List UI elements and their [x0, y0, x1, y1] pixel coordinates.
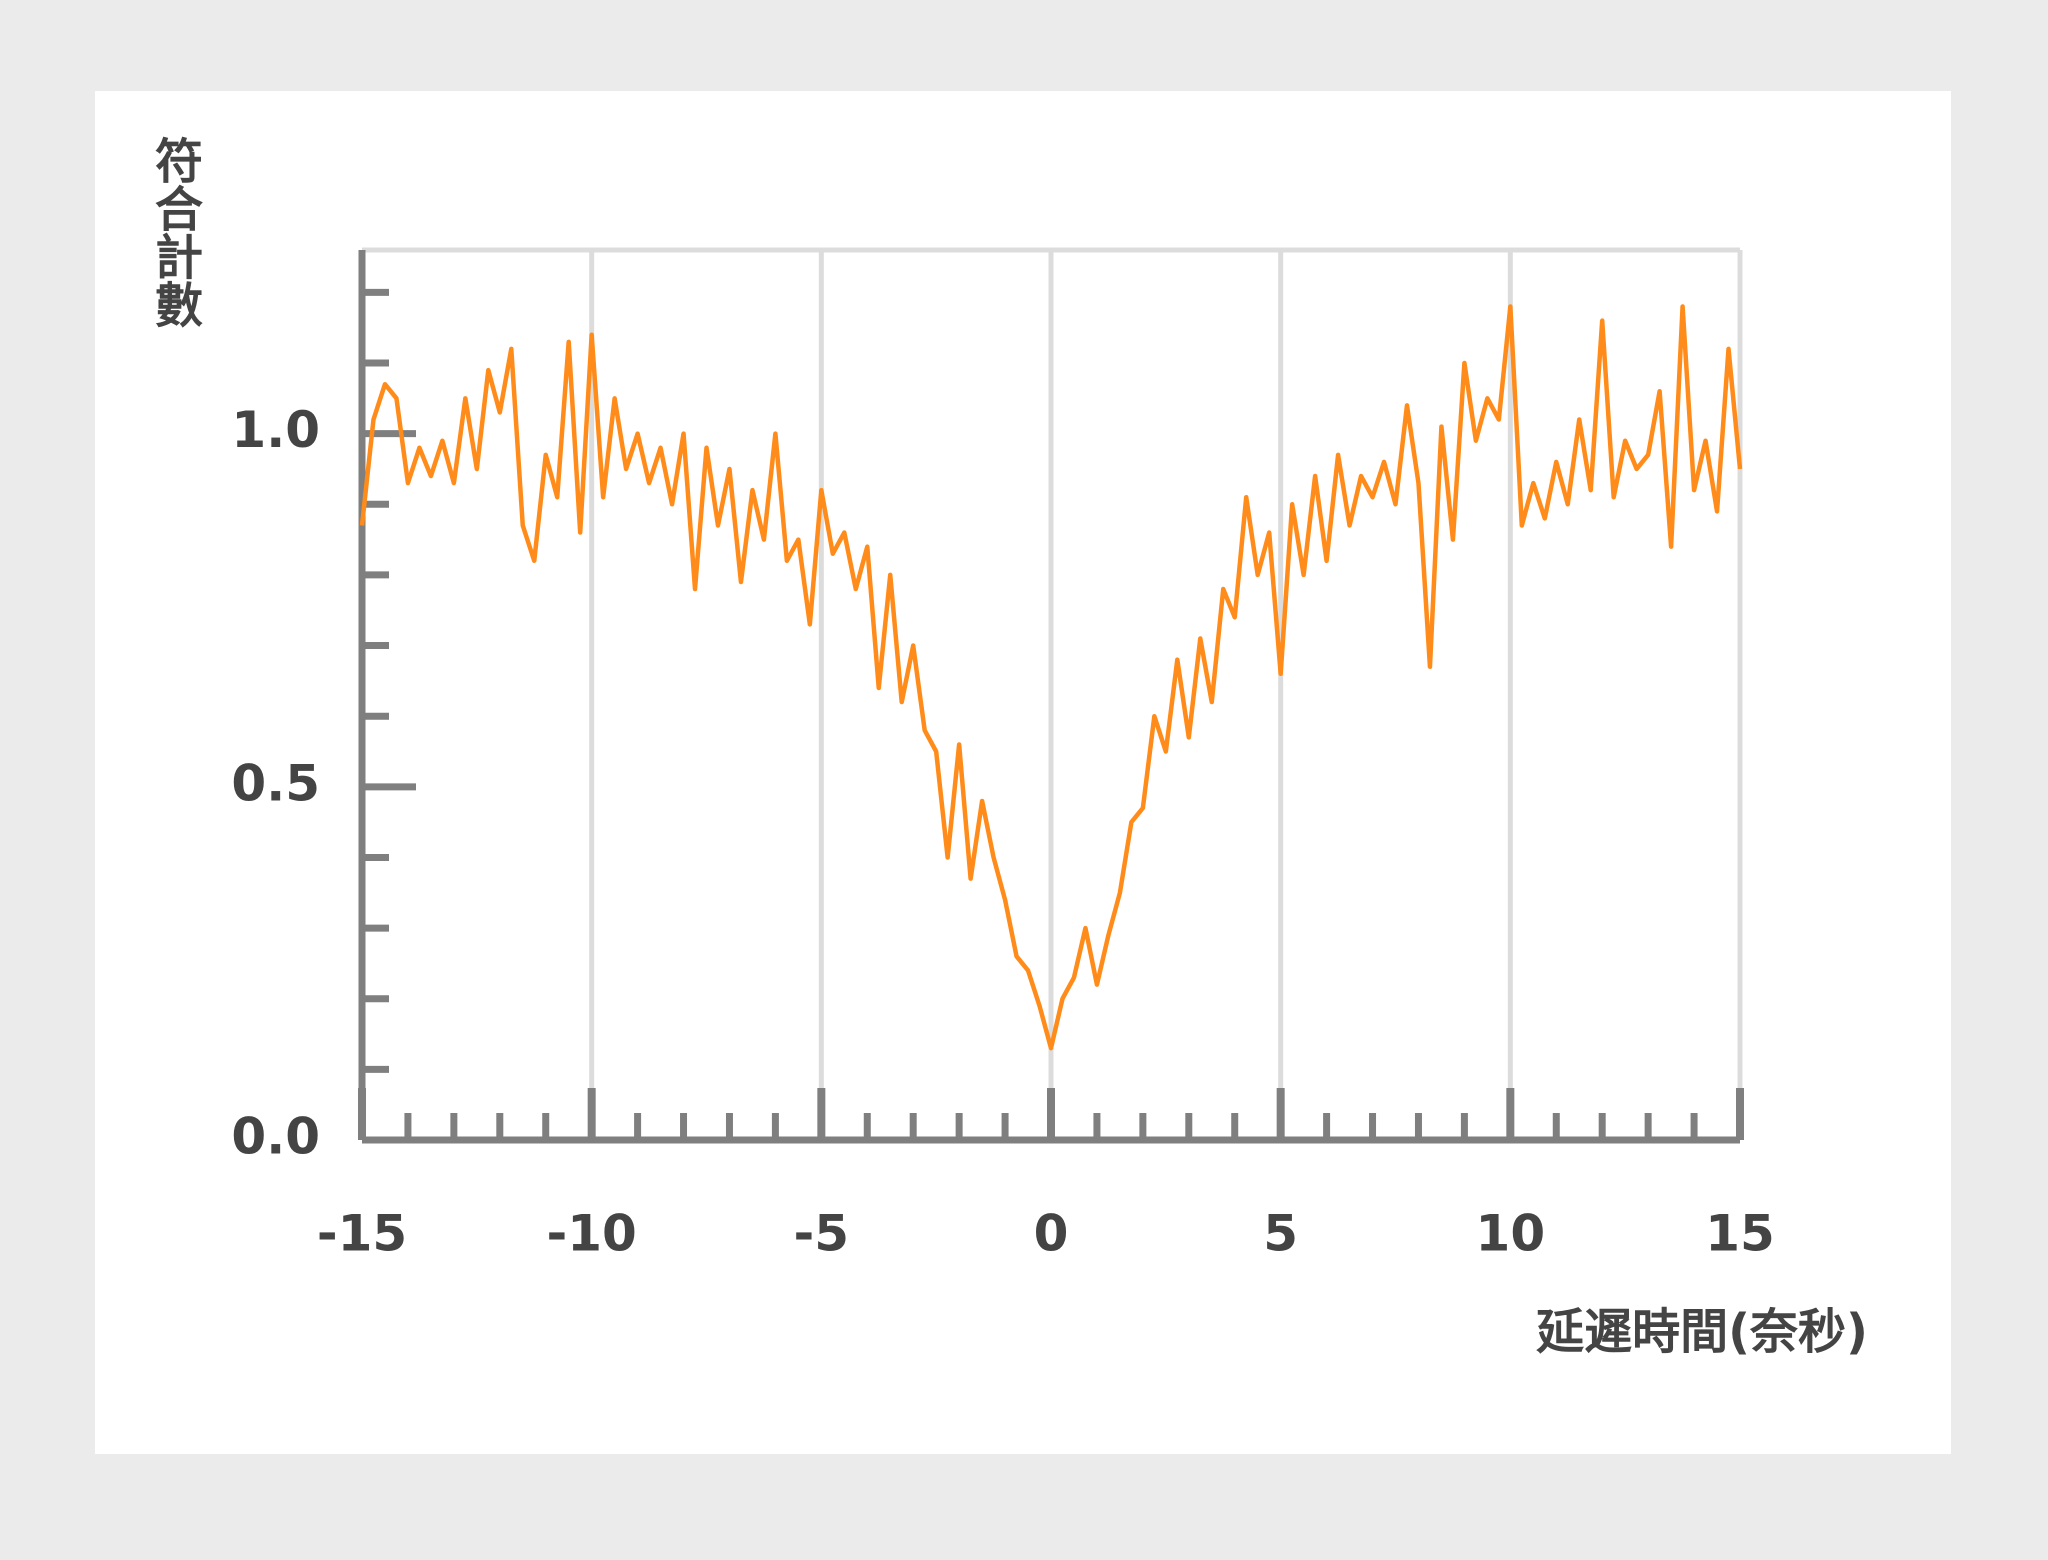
y-tick-label: 0.5 — [231, 754, 320, 812]
x-tick-label: 10 — [1476, 1205, 1546, 1263]
x-tick-label: -15 — [317, 1205, 407, 1263]
x-tick-label: -10 — [546, 1205, 636, 1263]
x-tick-label: -5 — [794, 1205, 850, 1263]
x-tick-label: 5 — [1263, 1205, 1298, 1263]
y-tick-label: 0.0 — [231, 1108, 320, 1166]
card — [95, 91, 1951, 1454]
x-axis-title: 延遲時間(奈秒) — [1536, 1304, 1868, 1360]
y-axis-title-text: 符合計數 — [146, 136, 203, 328]
x-tick-label: 0 — [1034, 1205, 1069, 1263]
y-tick-label: 1.0 — [231, 401, 320, 459]
series-line — [359, 304, 1743, 1051]
x-tick-label: 15 — [1705, 1205, 1775, 1263]
